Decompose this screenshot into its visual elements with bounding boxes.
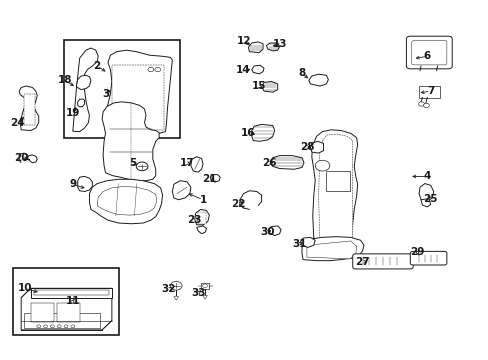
Circle shape bbox=[57, 325, 61, 328]
Polygon shape bbox=[418, 184, 433, 202]
Polygon shape bbox=[194, 210, 209, 225]
Polygon shape bbox=[24, 94, 35, 126]
Text: 12: 12 bbox=[237, 36, 251, 46]
Polygon shape bbox=[268, 226, 281, 235]
Polygon shape bbox=[302, 237, 363, 261]
Polygon shape bbox=[198, 212, 206, 224]
Bar bbox=[200, 283, 209, 289]
Polygon shape bbox=[306, 241, 356, 259]
Circle shape bbox=[50, 325, 54, 328]
Polygon shape bbox=[190, 157, 203, 172]
Text: 11: 11 bbox=[65, 296, 80, 306]
Polygon shape bbox=[196, 226, 206, 234]
Text: 3: 3 bbox=[102, 89, 109, 99]
Circle shape bbox=[315, 160, 329, 171]
Polygon shape bbox=[105, 50, 172, 134]
Polygon shape bbox=[420, 199, 430, 207]
Polygon shape bbox=[173, 297, 178, 300]
Polygon shape bbox=[210, 175, 220, 182]
Text: 17: 17 bbox=[179, 158, 194, 168]
Text: 1: 1 bbox=[199, 195, 206, 205]
Text: 15: 15 bbox=[251, 81, 266, 91]
Text: 24: 24 bbox=[10, 118, 25, 128]
Circle shape bbox=[423, 103, 428, 108]
Text: 8: 8 bbox=[298, 68, 305, 78]
Text: 27: 27 bbox=[354, 257, 369, 267]
Text: 18: 18 bbox=[58, 75, 72, 85]
Text: 21: 21 bbox=[202, 174, 216, 184]
Polygon shape bbox=[78, 176, 92, 192]
Polygon shape bbox=[248, 42, 263, 53]
Text: 32: 32 bbox=[162, 284, 176, 294]
Polygon shape bbox=[76, 75, 91, 90]
Polygon shape bbox=[31, 288, 112, 298]
Bar bbox=[64, 40, 180, 138]
Polygon shape bbox=[311, 130, 357, 259]
Text: 23: 23 bbox=[187, 215, 202, 225]
FancyBboxPatch shape bbox=[411, 41, 446, 65]
FancyBboxPatch shape bbox=[406, 36, 451, 69]
Text: 7: 7 bbox=[426, 86, 433, 96]
Polygon shape bbox=[172, 181, 190, 200]
Polygon shape bbox=[251, 125, 274, 141]
Text: 30: 30 bbox=[260, 227, 275, 237]
Text: 13: 13 bbox=[272, 40, 286, 49]
Circle shape bbox=[43, 325, 47, 328]
Bar bbox=[326, 171, 349, 192]
Text: 28: 28 bbox=[299, 142, 313, 152]
Polygon shape bbox=[300, 237, 315, 247]
Polygon shape bbox=[89, 179, 162, 224]
Polygon shape bbox=[27, 155, 37, 163]
Polygon shape bbox=[112, 65, 163, 130]
Text: 2: 2 bbox=[93, 61, 101, 71]
Circle shape bbox=[148, 67, 154, 72]
Text: 16: 16 bbox=[241, 128, 255, 138]
Polygon shape bbox=[271, 156, 304, 169]
Polygon shape bbox=[251, 65, 264, 74]
Polygon shape bbox=[19, 86, 39, 131]
Text: 25: 25 bbox=[423, 194, 437, 204]
Text: 9: 9 bbox=[69, 179, 76, 189]
Polygon shape bbox=[308, 74, 328, 86]
Text: 26: 26 bbox=[262, 158, 277, 168]
Bar bbox=[418, 86, 439, 98]
Text: 4: 4 bbox=[423, 171, 430, 181]
Polygon shape bbox=[266, 43, 279, 51]
Circle shape bbox=[155, 67, 160, 72]
Polygon shape bbox=[318, 134, 352, 258]
Polygon shape bbox=[73, 48, 98, 132]
FancyBboxPatch shape bbox=[352, 254, 412, 269]
Polygon shape bbox=[202, 296, 207, 299]
Circle shape bbox=[418, 102, 424, 106]
Circle shape bbox=[202, 284, 207, 288]
Circle shape bbox=[64, 325, 68, 328]
Circle shape bbox=[170, 282, 182, 290]
Text: 29: 29 bbox=[409, 247, 424, 257]
Polygon shape bbox=[78, 99, 84, 107]
Circle shape bbox=[136, 162, 148, 171]
Text: 6: 6 bbox=[423, 51, 430, 61]
Text: 33: 33 bbox=[190, 288, 205, 298]
Circle shape bbox=[37, 325, 41, 328]
Polygon shape bbox=[97, 186, 157, 215]
Polygon shape bbox=[21, 288, 112, 330]
Text: 10: 10 bbox=[18, 283, 32, 293]
Text: 19: 19 bbox=[65, 108, 80, 118]
Bar bbox=[31, 303, 54, 321]
Text: 20: 20 bbox=[14, 153, 28, 163]
Polygon shape bbox=[310, 141, 323, 153]
Text: 5: 5 bbox=[128, 158, 136, 168]
Polygon shape bbox=[102, 102, 159, 181]
Bar bbox=[57, 303, 80, 321]
Bar bbox=[13, 267, 119, 335]
Circle shape bbox=[71, 325, 75, 328]
Bar bbox=[24, 313, 100, 328]
Text: 14: 14 bbox=[236, 64, 250, 75]
Polygon shape bbox=[261, 81, 277, 92]
FancyBboxPatch shape bbox=[409, 251, 446, 265]
Text: 31: 31 bbox=[291, 239, 306, 249]
Text: 22: 22 bbox=[231, 199, 245, 210]
Polygon shape bbox=[34, 291, 109, 296]
